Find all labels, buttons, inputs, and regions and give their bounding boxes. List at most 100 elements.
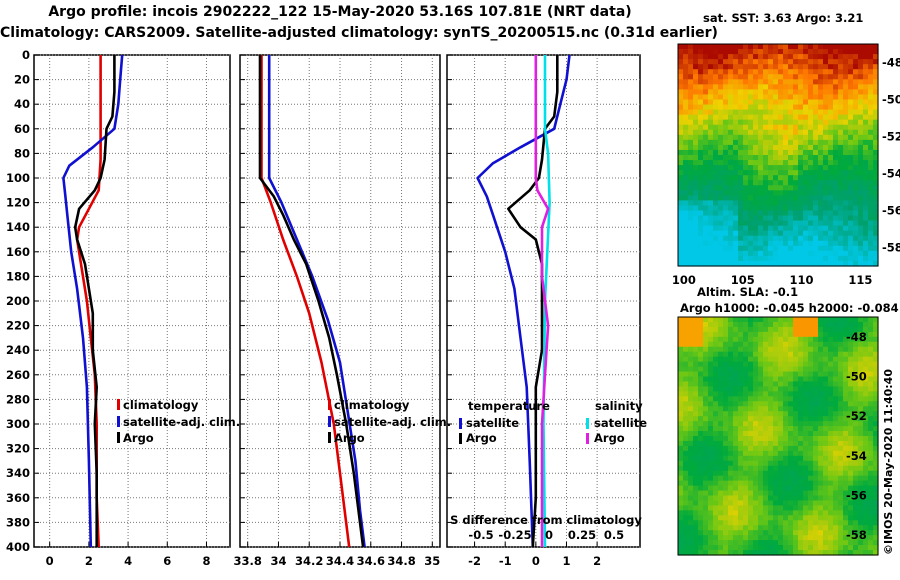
sla-map-cell <box>853 445 859 452</box>
sst-map-cell <box>718 200 724 207</box>
sst-map-cell <box>723 165 729 171</box>
sst-map-cell <box>848 54 854 60</box>
sst-map-cell <box>808 205 814 212</box>
sla-map-cell <box>678 331 684 338</box>
sst-map-cell <box>778 200 784 207</box>
sst-map-cell <box>843 205 849 212</box>
sst-map-cell <box>728 210 734 217</box>
sla-map-cell <box>813 530 819 536</box>
difference-from-climatology-series-salinity_sat <box>542 55 551 548</box>
sst-map-cell <box>803 59 809 65</box>
sst-map-cell <box>873 180 879 186</box>
sst-map-cell <box>868 84 874 91</box>
sla-map-cell <box>743 396 749 402</box>
sla-map-cell <box>833 450 839 457</box>
sst-map-cell <box>803 210 809 217</box>
sla-map-cell <box>783 450 789 457</box>
sla-map-cell <box>773 321 779 328</box>
sst-map-cell <box>773 44 779 50</box>
sla-map-cell <box>773 416 779 422</box>
sla-map-cell <box>723 426 729 432</box>
sst-map-cell <box>773 230 779 237</box>
sst-map-cell <box>848 149 854 156</box>
sla-map-cell <box>873 401 879 407</box>
sst-map-cell <box>828 119 834 126</box>
sst-map-cell <box>848 230 854 237</box>
sla-map-cell <box>753 431 759 437</box>
sst-map-cell <box>723 69 729 75</box>
depth-tick-label: 20 <box>14 73 30 87</box>
sla-map-cell <box>733 321 739 328</box>
sst-map-cell <box>848 99 854 106</box>
sla-map-cell <box>713 525 719 531</box>
sla-map-cell <box>818 450 824 457</box>
sla-map-cell <box>838 371 844 378</box>
sla-map-cell <box>723 530 729 536</box>
sst-map-cell <box>688 54 694 60</box>
sst-map-cell <box>678 89 684 96</box>
sla-map-cell <box>858 490 864 497</box>
sst-map-cell <box>853 49 859 55</box>
sla-map-cell <box>728 431 734 437</box>
sla-map-cell <box>748 500 754 507</box>
sla-map-cell <box>788 540 794 546</box>
sla-map-cell <box>733 346 739 353</box>
sst-map-cell <box>783 190 789 196</box>
sla-map-cell <box>813 366 819 373</box>
sla-map-cell <box>748 520 754 526</box>
sst-map-cell <box>683 245 689 252</box>
sst-map-cell <box>818 255 824 262</box>
sla-map-cell <box>868 321 874 328</box>
sst-map-cell <box>788 79 794 85</box>
sla-map-cell <box>868 535 874 541</box>
sst-map-cell <box>748 124 754 131</box>
sst-map-cell <box>843 255 849 262</box>
sst-map-cell <box>833 195 839 202</box>
depth-tick-label: 160 <box>6 245 30 259</box>
sst-map-cell <box>728 200 734 207</box>
sla-map-cell <box>678 321 684 328</box>
sst-map-cell <box>718 180 724 186</box>
sst-map-cell <box>758 250 764 257</box>
sst-map-cell <box>793 79 799 85</box>
sst-map-cell <box>703 119 709 126</box>
sla-map-cell <box>758 440 764 447</box>
sst-map-cell <box>873 195 879 202</box>
sst-map-cell <box>728 240 734 247</box>
sst-map-cell <box>778 124 784 131</box>
sst-map-cell <box>863 104 869 111</box>
sla-map-cell <box>753 535 759 541</box>
sst-map-cell <box>723 205 729 212</box>
sla-map-cell <box>768 426 774 432</box>
sst-map-cell <box>723 44 729 50</box>
sst-map-cell <box>693 255 699 262</box>
sla-map-cell <box>763 326 769 333</box>
sla-map-cell <box>813 445 819 452</box>
sla-map-cell <box>743 411 749 417</box>
sst-map-cell <box>813 170 819 176</box>
sst-map-cell <box>713 129 719 136</box>
sst-map-cell <box>873 99 879 106</box>
sst-map-cell <box>783 240 789 247</box>
sst-map-cell <box>698 245 704 252</box>
sst-map-cell <box>763 104 769 111</box>
sla-map-cell <box>778 351 784 358</box>
sst-map-cell <box>838 89 844 96</box>
sst-map-cell <box>808 64 814 70</box>
sst-map-cell <box>808 160 814 166</box>
sla-map-cell <box>738 351 744 358</box>
sst-map-cell <box>693 160 699 166</box>
sla-map-cell <box>678 510 684 516</box>
sla-map-cell <box>863 520 869 526</box>
sst-map-cell <box>738 170 744 176</box>
sst-map-cell <box>738 74 744 80</box>
salinity-profile-series-satellite <box>267 55 366 548</box>
sst-map-cell <box>698 160 704 166</box>
sla-map-cell <box>703 371 709 378</box>
sst-map-cell <box>733 225 739 232</box>
sla-map-cell <box>753 505 759 511</box>
sst-map-cell <box>813 220 819 227</box>
sla-map-cell <box>818 376 824 383</box>
sst-map-cell <box>698 250 704 257</box>
sla-map-cell <box>693 490 699 497</box>
